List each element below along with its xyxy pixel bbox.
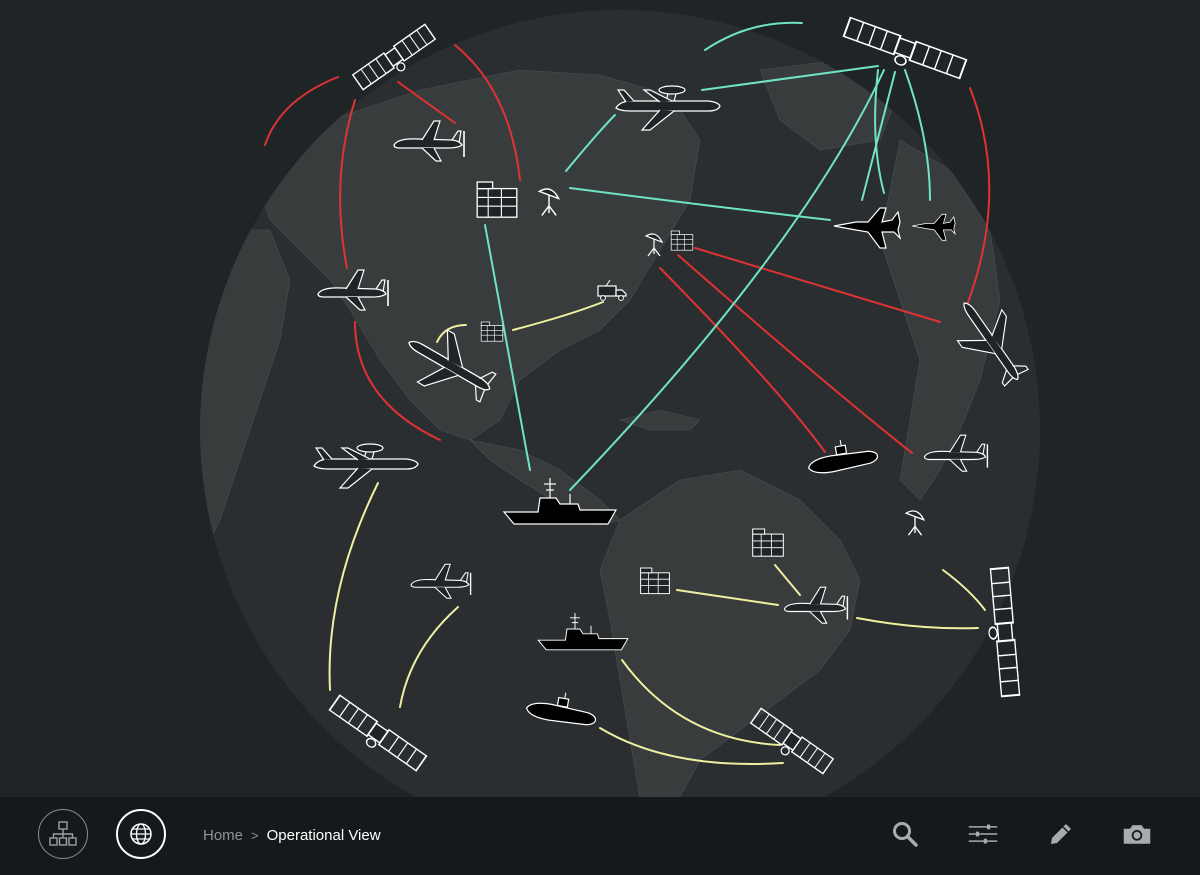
red-links: [264, 44, 991, 454]
hierarchy-icon: [49, 821, 77, 846]
breadcrumb-current: Operational View: [266, 827, 381, 844]
snapshot-button[interactable]: [1122, 819, 1152, 849]
search-button[interactable]: [890, 819, 920, 849]
breadcrumb-home-link[interactable]: Home: [203, 827, 244, 844]
filters-button[interactable]: [968, 819, 998, 849]
hierarchy-view-button[interactable]: [38, 809, 88, 859]
filter-sliders-icon: [968, 824, 998, 844]
breadcrumb-separator: >: [251, 828, 259, 843]
bottom-toolbar: Home > Operational View: [0, 797, 1200, 875]
operational-map[interactable]: [0, 0, 1200, 797]
globe-view-button[interactable]: [116, 809, 166, 859]
search-icon: [893, 822, 918, 847]
edit-button[interactable]: [1046, 819, 1076, 849]
pencil-icon: [1051, 824, 1071, 844]
landmasses: [200, 59, 1001, 797]
teal-links: [484, 21, 931, 491]
globe-icon: [130, 823, 152, 845]
satellite-icon[interactable]: [840, 16, 968, 87]
yellow-links: [328, 301, 986, 765]
map-canvas: [200, 10, 1041, 797]
breadcrumb: Home > Operational View: [203, 827, 381, 844]
camera-icon: [1123, 825, 1151, 844]
